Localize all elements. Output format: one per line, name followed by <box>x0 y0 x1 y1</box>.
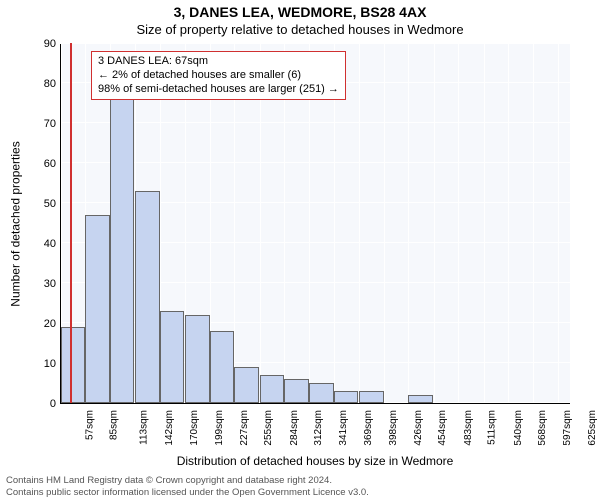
gridline-v <box>484 44 485 403</box>
footer: Contains HM Land Registry data © Crown c… <box>6 475 369 498</box>
histogram-bar <box>210 331 234 403</box>
chart-wrap: 3, DANES LEA, WEDMORE, BS28 4AX Size of … <box>0 0 600 500</box>
y-axis-label-text: Number of detached properties <box>9 141 23 306</box>
y-tick-label: 80 <box>30 78 56 90</box>
chart-title-2: Size of property relative to detached ho… <box>0 22 600 37</box>
y-tick-label: 30 <box>30 278 56 290</box>
x-tick-label: 255sqm <box>263 410 274 446</box>
x-tick-label: 483sqm <box>463 410 474 446</box>
x-tick-label: 454sqm <box>437 410 448 446</box>
x-tick-label: 312sqm <box>313 410 324 446</box>
x-tick-label: 142sqm <box>164 410 175 446</box>
annotation-line-1: 3 DANES LEA: 67sqm <box>98 55 339 69</box>
footer-line-1: Contains HM Land Registry data © Crown c… <box>6 475 369 486</box>
y-tick-label: 60 <box>30 158 56 170</box>
x-tick-label: 85sqm <box>109 410 120 440</box>
y-tick-label: 40 <box>30 238 56 250</box>
gridline-v <box>434 44 435 403</box>
histogram-bar <box>160 311 184 403</box>
marker-line <box>70 43 72 403</box>
histogram-bar <box>284 379 308 403</box>
histogram-bar <box>110 99 134 403</box>
histogram-bar <box>359 391 383 403</box>
x-tick-label: 341sqm <box>339 410 350 446</box>
gridline-v <box>533 44 534 403</box>
x-tick-label: 511sqm <box>486 410 497 445</box>
x-tick-label: 597sqm <box>562 410 573 446</box>
y-tick-label: 0 <box>30 398 56 410</box>
x-tick-label: 625sqm <box>587 410 598 446</box>
gridline-v <box>359 44 360 403</box>
plot-area: 3 DANES LEA: 67sqm ← 2% of detached hous… <box>60 44 570 404</box>
chart-title-1: 3, DANES LEA, WEDMORE, BS28 4AX <box>0 4 600 20</box>
histogram-bar <box>185 315 209 403</box>
footer-line-2: Contains public sector information licen… <box>6 487 369 498</box>
annotation-line-2: ← 2% of detached houses are smaller (6) <box>98 69 339 83</box>
histogram-bar <box>334 391 358 403</box>
x-tick-label: 426sqm <box>413 410 424 446</box>
gridline-h <box>61 122 570 123</box>
histogram-bar <box>260 375 284 403</box>
annotation-line-3: 98% of semi-detached houses are larger (… <box>98 83 339 97</box>
x-tick-label: 540sqm <box>513 410 524 446</box>
y-tick-label: 70 <box>30 118 56 130</box>
histogram-bar <box>309 383 333 403</box>
gridline-v <box>384 44 385 403</box>
histogram-bar <box>408 395 432 403</box>
y-tick-label: 90 <box>30 38 56 50</box>
x-tick-label: 398sqm <box>388 410 399 446</box>
x-tick-label: 284sqm <box>289 410 300 446</box>
annotation-box: 3 DANES LEA: 67sqm ← 2% of detached hous… <box>91 51 346 100</box>
x-tick-label: 113sqm <box>138 410 149 445</box>
gridline-v <box>508 44 509 403</box>
gridline-h <box>61 162 570 163</box>
gridline-h <box>61 42 570 43</box>
y-axis-label: Number of detached properties <box>8 44 24 404</box>
x-tick-label: 227sqm <box>239 410 250 446</box>
y-tick-label: 20 <box>30 318 56 330</box>
histogram-bar <box>61 327 85 403</box>
x-tick-label: 170sqm <box>189 410 200 446</box>
histogram-bar <box>85 215 109 403</box>
gridline-v <box>408 44 409 403</box>
x-tick-label: 57sqm <box>85 410 96 440</box>
gridline-v <box>558 44 559 403</box>
y-tick-label: 10 <box>30 358 56 370</box>
histogram-bar <box>135 191 159 403</box>
x-tick-label: 369sqm <box>363 410 374 446</box>
histogram-bar <box>234 367 258 403</box>
gridline-v <box>458 44 459 403</box>
x-tick-label: 199sqm <box>214 410 225 446</box>
y-tick-label: 50 <box>30 198 56 210</box>
x-axis-label: Distribution of detached houses by size … <box>60 454 570 468</box>
x-tick-label: 568sqm <box>537 410 548 446</box>
